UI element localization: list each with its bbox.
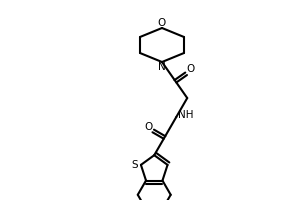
Text: NH: NH <box>178 110 194 120</box>
Text: O: O <box>158 18 166 27</box>
Text: N: N <box>158 62 166 72</box>
Text: O: O <box>186 64 194 74</box>
Text: S: S <box>132 160 138 170</box>
Text: O: O <box>145 122 153 132</box>
